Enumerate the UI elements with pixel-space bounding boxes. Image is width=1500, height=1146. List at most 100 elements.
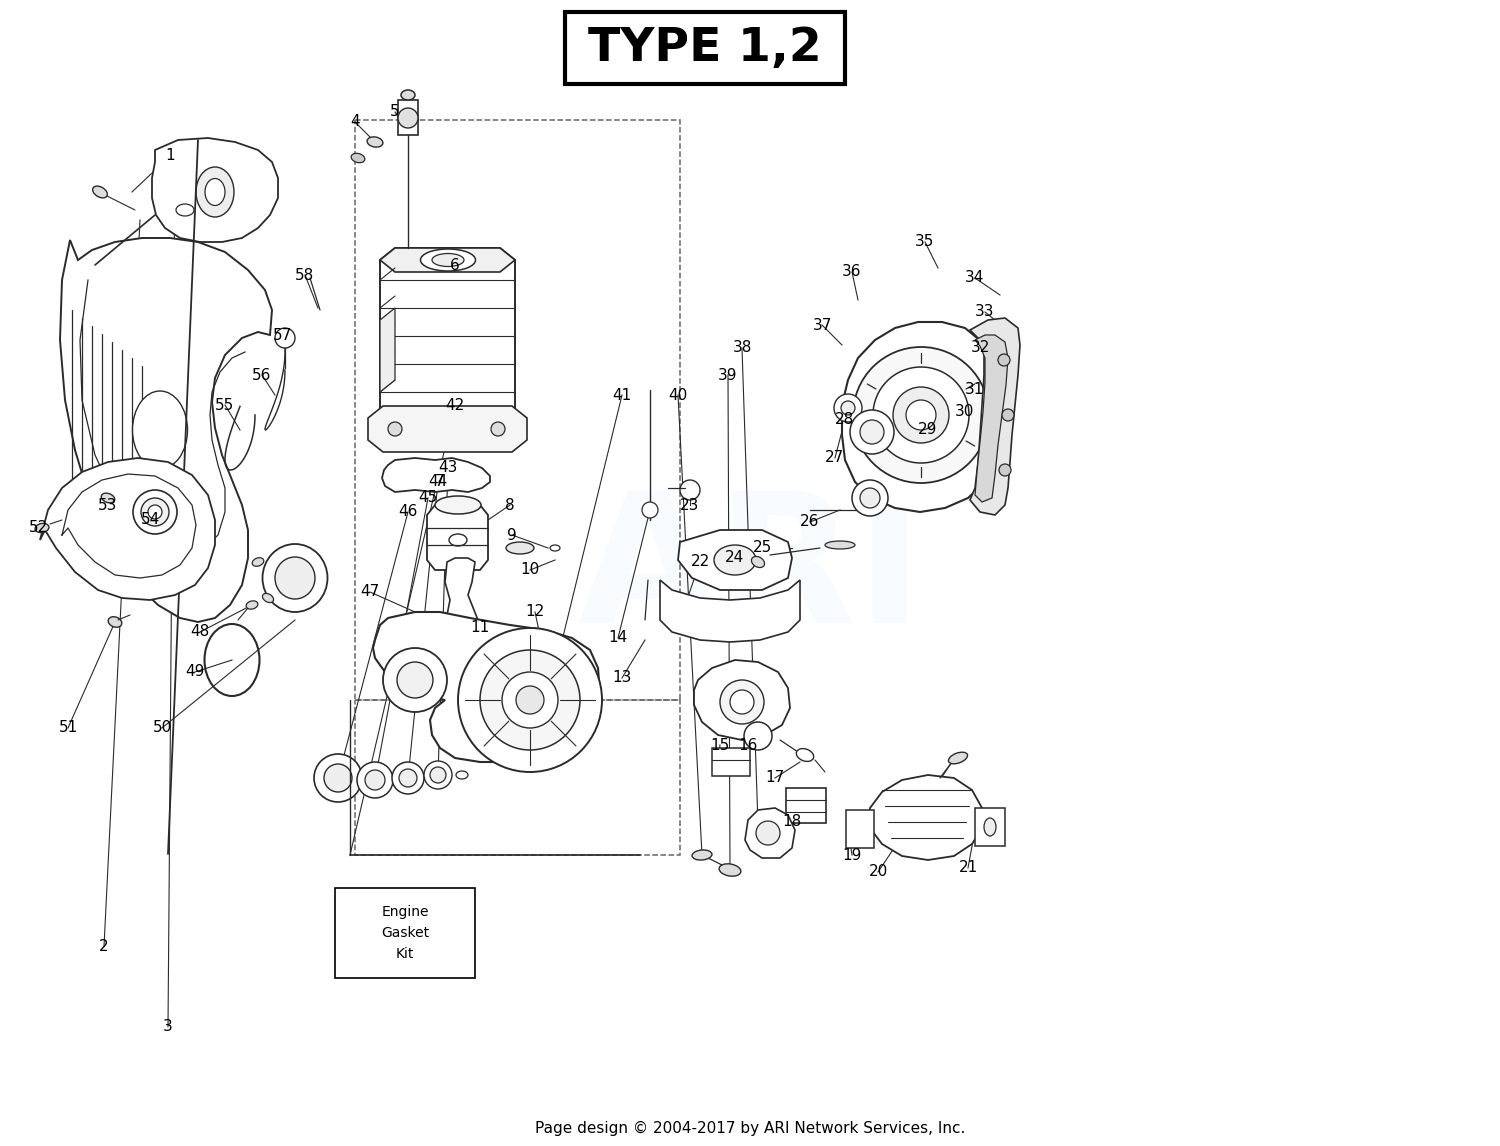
Ellipse shape bbox=[93, 186, 108, 198]
Text: 20: 20 bbox=[868, 864, 888, 879]
Circle shape bbox=[446, 644, 478, 676]
Circle shape bbox=[274, 328, 296, 348]
Bar bbox=[566, 11, 844, 84]
Polygon shape bbox=[970, 317, 1020, 515]
Text: 8: 8 bbox=[506, 497, 515, 512]
Circle shape bbox=[852, 480, 888, 516]
Text: 49: 49 bbox=[186, 665, 204, 680]
Text: Engine
Gasket
Kit: Engine Gasket Kit bbox=[381, 905, 429, 960]
Circle shape bbox=[382, 647, 447, 712]
Polygon shape bbox=[427, 505, 488, 570]
Circle shape bbox=[720, 680, 764, 724]
Bar bbox=[786, 788, 826, 823]
Text: 15: 15 bbox=[711, 738, 729, 753]
Text: 13: 13 bbox=[612, 670, 632, 685]
Circle shape bbox=[458, 628, 602, 772]
Polygon shape bbox=[694, 660, 790, 740]
Ellipse shape bbox=[252, 558, 264, 566]
Ellipse shape bbox=[176, 204, 194, 215]
Text: 16: 16 bbox=[738, 738, 758, 753]
Circle shape bbox=[490, 422, 506, 435]
Text: 41: 41 bbox=[612, 387, 632, 402]
Ellipse shape bbox=[456, 771, 468, 779]
Text: 30: 30 bbox=[956, 405, 975, 419]
Bar bbox=[356, 700, 680, 855]
Text: 2: 2 bbox=[99, 939, 109, 955]
Text: 31: 31 bbox=[966, 383, 984, 398]
Text: 17: 17 bbox=[765, 770, 784, 785]
Bar bbox=[975, 808, 1005, 846]
Circle shape bbox=[480, 650, 580, 749]
Ellipse shape bbox=[132, 391, 188, 469]
Circle shape bbox=[399, 769, 417, 787]
Polygon shape bbox=[380, 308, 394, 392]
Circle shape bbox=[873, 367, 969, 463]
Circle shape bbox=[134, 490, 177, 534]
Ellipse shape bbox=[796, 748, 813, 761]
Polygon shape bbox=[60, 238, 272, 622]
Text: 27: 27 bbox=[825, 450, 844, 465]
Circle shape bbox=[999, 464, 1011, 476]
Text: 9: 9 bbox=[507, 527, 518, 542]
Ellipse shape bbox=[34, 524, 50, 533]
Polygon shape bbox=[380, 248, 514, 430]
Circle shape bbox=[314, 754, 362, 802]
Text: Page design © 2004-2017 by ARI Network Services, Inc.: Page design © 2004-2017 by ARI Network S… bbox=[536, 1121, 964, 1136]
Text: 36: 36 bbox=[843, 265, 861, 280]
Text: 37: 37 bbox=[813, 317, 831, 332]
Text: 57: 57 bbox=[273, 328, 291, 343]
Ellipse shape bbox=[714, 545, 756, 575]
Circle shape bbox=[516, 686, 544, 714]
Circle shape bbox=[756, 821, 780, 845]
Text: 48: 48 bbox=[190, 625, 210, 639]
Ellipse shape bbox=[262, 594, 273, 603]
Text: 25: 25 bbox=[753, 541, 771, 556]
Text: 5: 5 bbox=[390, 104, 400, 119]
Ellipse shape bbox=[752, 557, 765, 567]
Ellipse shape bbox=[108, 617, 122, 627]
Circle shape bbox=[430, 767, 445, 783]
Ellipse shape bbox=[368, 136, 382, 147]
Circle shape bbox=[842, 401, 855, 415]
Ellipse shape bbox=[506, 542, 534, 554]
Circle shape bbox=[141, 499, 170, 526]
Text: 39: 39 bbox=[718, 368, 738, 383]
Polygon shape bbox=[380, 248, 514, 272]
Circle shape bbox=[730, 690, 754, 714]
Ellipse shape bbox=[948, 752, 968, 764]
Text: 45: 45 bbox=[419, 490, 438, 505]
Text: 53: 53 bbox=[99, 497, 117, 512]
Ellipse shape bbox=[984, 818, 996, 835]
Circle shape bbox=[357, 762, 393, 798]
Polygon shape bbox=[368, 406, 526, 452]
Polygon shape bbox=[660, 580, 800, 642]
Circle shape bbox=[388, 422, 402, 435]
Circle shape bbox=[424, 761, 451, 788]
Text: 34: 34 bbox=[966, 270, 984, 285]
Bar bbox=[846, 810, 874, 848]
Text: 29: 29 bbox=[918, 423, 938, 438]
Text: 11: 11 bbox=[471, 620, 489, 636]
Circle shape bbox=[398, 662, 433, 698]
Text: 47: 47 bbox=[360, 584, 380, 599]
Polygon shape bbox=[374, 612, 600, 762]
Circle shape bbox=[503, 672, 558, 728]
Text: 6: 6 bbox=[450, 258, 460, 273]
Polygon shape bbox=[975, 335, 1008, 502]
Ellipse shape bbox=[274, 557, 315, 599]
Text: 51: 51 bbox=[58, 721, 78, 736]
Text: TYPE 1,2: TYPE 1,2 bbox=[588, 25, 822, 71]
Circle shape bbox=[850, 410, 894, 454]
Text: 46: 46 bbox=[399, 504, 417, 519]
Text: 18: 18 bbox=[783, 815, 801, 830]
Ellipse shape bbox=[435, 496, 482, 515]
Ellipse shape bbox=[100, 493, 116, 503]
Polygon shape bbox=[746, 808, 795, 858]
Text: 7: 7 bbox=[435, 474, 445, 489]
Circle shape bbox=[834, 394, 862, 422]
Polygon shape bbox=[382, 458, 490, 492]
Bar bbox=[334, 888, 476, 978]
Circle shape bbox=[398, 108, 418, 128]
Text: 54: 54 bbox=[141, 512, 159, 527]
Polygon shape bbox=[678, 529, 792, 590]
